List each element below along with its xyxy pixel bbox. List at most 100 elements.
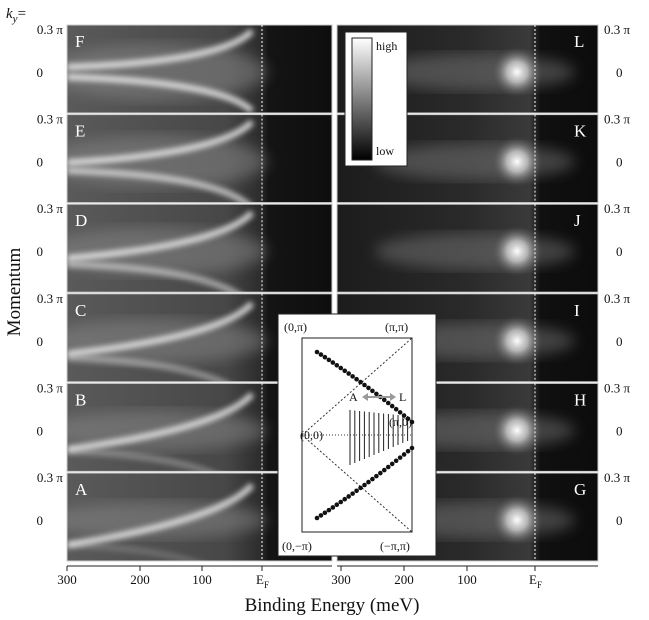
left-panel: D 0.3 π 0 [37,201,333,293]
panel-label: C [75,301,86,320]
panel-label: L [574,32,584,51]
y-tick-label: 0 [37,423,44,438]
dot [326,507,332,513]
dot [334,362,340,368]
dot [393,458,399,464]
dot [370,388,375,394]
colorbar: high low [344,31,408,167]
dot [405,416,411,422]
dot [330,360,336,365]
x-tick-label: 300 [57,572,77,587]
dot [366,479,371,485]
panel-label: I [574,301,580,320]
band [67,301,255,357]
ef-sub: F [537,580,542,590]
blob [491,46,543,98]
panel-image [337,204,598,293]
right-panel: J 0.3 π 0 [336,201,631,293]
y-tick-label: 0 [616,513,623,528]
blob [491,494,543,546]
panel-frame [336,24,599,114]
band [67,28,255,70]
x-tick-label: EF [529,572,542,590]
band [67,542,201,561]
dot [334,502,340,508]
dot [354,488,359,494]
panel-frame [336,114,599,204]
corner: (π,0) [389,415,412,429]
dot [381,467,387,473]
y-tick-label: 0.3 π [37,201,64,216]
panel-label: J [574,211,581,230]
dot [318,513,324,518]
band [67,448,216,472]
y-tick-label: 0.3 π [37,112,64,127]
x-tick-label: 300 [331,572,351,587]
y-tick-label: 0 [616,334,623,349]
y-tick-label: 0 [616,155,623,170]
y-tick-label: 0 [37,513,44,528]
band [67,210,255,262]
dot [322,510,328,516]
blob [491,225,543,278]
dot [370,476,375,482]
corner: (0,π) [284,320,307,334]
dot [342,496,348,502]
dot [346,494,351,499]
x-tick-label: EF [256,572,269,590]
colorbar-low: low [376,144,394,158]
colorbar-high: high [376,39,397,53]
y-tick-label: 0.3 π [37,470,64,485]
panel-image [67,204,332,293]
dot [401,452,407,457]
dot [385,464,391,470]
panel-label: F [75,32,84,51]
dot [366,385,371,391]
dot [374,391,379,397]
band [67,119,255,166]
ky-eq: = [18,6,26,22]
blob [491,314,543,367]
y-tick-label: 0.3 π [37,291,64,306]
glow [67,227,267,276]
ky-label: ky= [6,6,26,25]
cut-lines [349,410,409,465]
panel-label: B [75,390,86,409]
corner: (0,−π) [282,539,312,553]
y-tick-label: 0 [616,65,623,80]
dot [374,473,379,479]
panel-label: H [574,390,586,409]
dot [358,379,363,385]
dot [350,491,355,496]
dot [342,368,348,374]
y-tick-label: 0.3 π [37,380,64,395]
panel-label: K [574,122,587,141]
dot [385,400,391,406]
dot [362,482,367,488]
left-panel: E 0.3 π 0 [37,112,333,204]
dot [389,403,395,409]
ef-main: E [256,572,264,587]
y-tick-label: 0.3 π [604,201,631,216]
x-tick-label: 100 [457,572,477,587]
inset: A L (0,π) (π,π) (0,0) (π,0) (0,−π) (−π,π… [277,313,437,557]
y-tick-label: 0 [37,65,44,80]
band [67,482,255,548]
panel-frame [66,114,333,204]
glow [67,44,267,100]
y-tick-label: 0 [37,334,44,349]
panel-image [67,25,332,113]
panel-frame [336,203,599,293]
y-tick-label: 0.3 π [37,22,64,37]
corner: (0,0) [300,428,323,442]
y-tick-label: 0.3 π [604,22,631,37]
y-tick-label: 0 [616,423,623,438]
dot [393,406,399,412]
band [67,354,229,382]
diagonal [301,434,413,533]
dot [397,455,403,460]
panel-label: A [75,480,88,499]
x-tick-label: 200 [394,572,414,587]
x-tick-label: 100 [192,572,212,587]
y-tick-label: 0 [37,155,44,170]
